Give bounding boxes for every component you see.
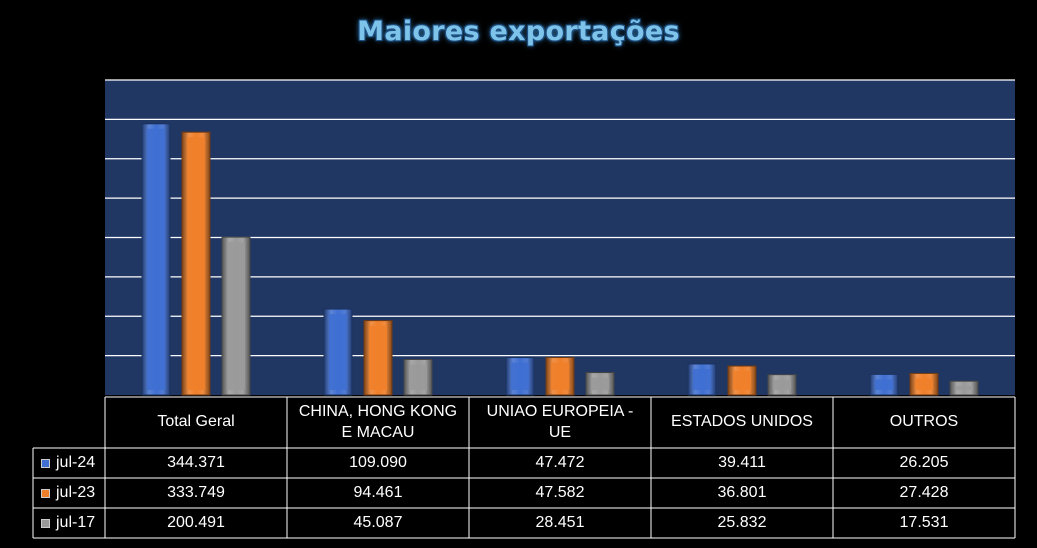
bar-face (147, 128, 165, 390)
bar-face (187, 137, 205, 390)
bar-face (875, 379, 893, 390)
chart-title: Maiores exportações (357, 16, 680, 47)
bar-face (591, 377, 609, 390)
bar-face (551, 362, 569, 390)
bar-face (409, 364, 427, 390)
bar-face (915, 378, 933, 390)
bar-face (733, 371, 751, 390)
bar-face (773, 379, 791, 390)
bar-face (693, 368, 711, 390)
bar-face (227, 242, 245, 390)
bar-face (511, 362, 529, 390)
bar-face (329, 314, 347, 390)
bar-face (369, 325, 387, 390)
bar-face (955, 386, 973, 390)
